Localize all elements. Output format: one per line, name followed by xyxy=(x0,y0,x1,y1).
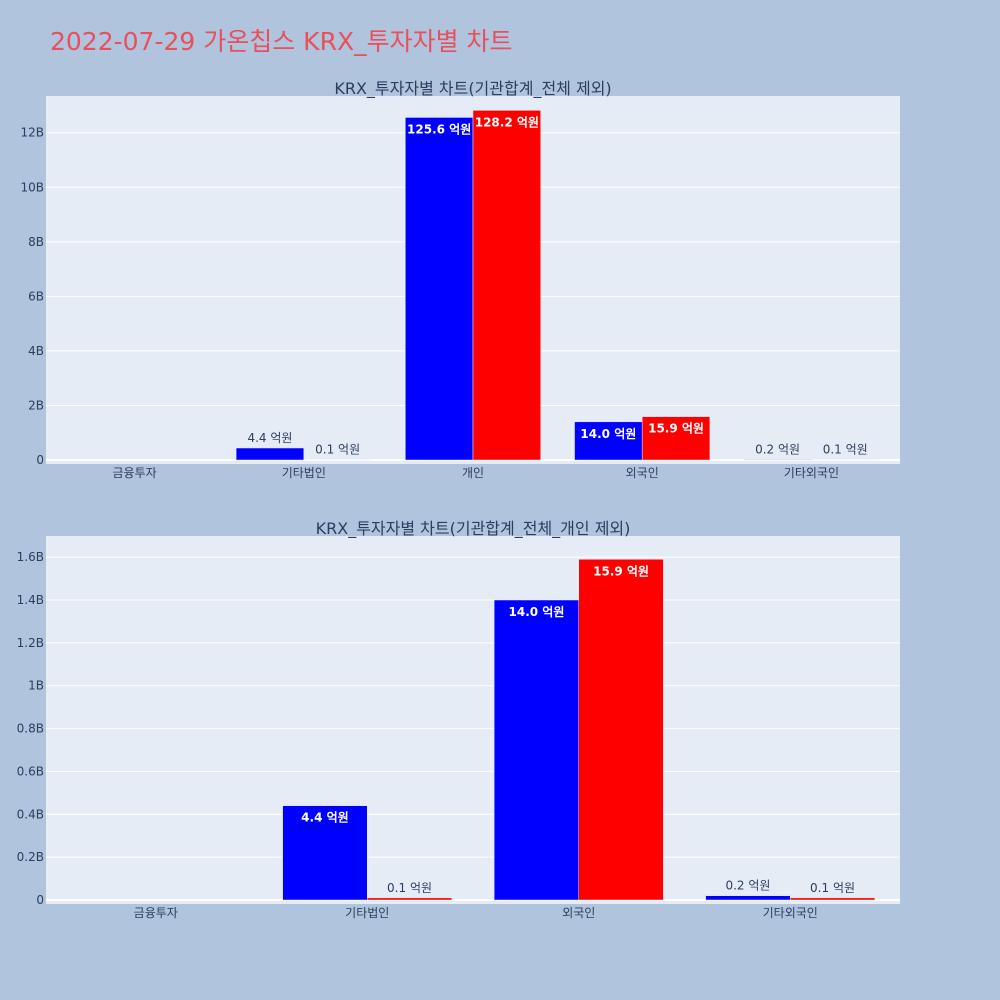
y-tick-label: 1.2B xyxy=(17,636,44,650)
x-tick-label: 기타외국인 xyxy=(784,466,839,480)
bar xyxy=(578,559,664,901)
x-tick-label: 기타외국인 xyxy=(763,906,818,920)
x-tick-label: 기타법인 xyxy=(345,906,389,920)
x-tick-label: 금융투자 xyxy=(113,466,157,480)
data-label: 15.9 억원 xyxy=(593,564,649,578)
data-label: 0.2 억원 xyxy=(725,879,770,893)
data-label: 128.2 억원 xyxy=(475,115,539,129)
y-tick-label: 12B xyxy=(20,126,44,140)
data-label: 14.0 억원 xyxy=(580,427,636,441)
x-tick-label: 개인 xyxy=(462,466,484,480)
data-label: 0.1 억원 xyxy=(823,443,868,457)
data-label: 0.1 억원 xyxy=(315,443,360,457)
data-label: 4.4 억원 xyxy=(247,431,292,445)
bar xyxy=(705,895,791,901)
bar xyxy=(574,421,643,461)
data-label: 15.9 억원 xyxy=(648,422,704,436)
chart-title: KRX_투자자별 차트(기관합계_전체 제외) xyxy=(334,79,611,99)
y-tick-label: 1B xyxy=(28,679,44,693)
data-label: 0.1 억원 xyxy=(387,881,432,895)
bar xyxy=(282,805,368,901)
y-tick-label: 0.8B xyxy=(17,722,44,736)
bar xyxy=(405,117,474,461)
bar xyxy=(743,459,812,461)
y-tick-label: 0.4B xyxy=(17,807,44,821)
y-tick-label: 0 xyxy=(36,453,44,467)
x-tick-label: 금융투자 xyxy=(134,906,178,920)
bar xyxy=(472,110,541,461)
x-tick-label: 외국인 xyxy=(626,466,659,480)
y-tick-label: 0.2B xyxy=(17,850,44,864)
y-tick-label: 1.4B xyxy=(17,593,44,607)
chart-title: KRX_투자자별 차트(기관합계_전체_개인 제외) xyxy=(316,519,631,539)
page-title: 2022-07-29 가온칩스 KRX_투자자별 차트 xyxy=(50,27,513,56)
y-tick-label: 1.6B xyxy=(17,550,44,564)
x-tick-label: 기타법인 xyxy=(282,466,326,480)
y-tick-label: 10B xyxy=(20,180,44,194)
plot-background xyxy=(46,536,900,904)
bar xyxy=(235,447,305,461)
data-label: 14.0 억원 xyxy=(509,605,565,619)
y-tick-label: 0.6B xyxy=(17,764,44,778)
bar xyxy=(367,897,453,901)
y-tick-label: 6B xyxy=(28,289,44,303)
data-label: 4.4 억원 xyxy=(301,811,349,825)
data-label: 125.6 억원 xyxy=(407,122,471,136)
y-tick-label: 2B xyxy=(28,398,44,412)
data-label: 0.1 억원 xyxy=(810,881,855,895)
bar xyxy=(790,897,876,901)
data-label: 0.2 억원 xyxy=(755,442,800,456)
y-tick-label: 4B xyxy=(28,344,44,358)
y-tick-label: 0 xyxy=(36,893,44,907)
x-tick-label: 외국인 xyxy=(562,906,595,920)
bar xyxy=(493,599,579,901)
y-tick-label: 8B xyxy=(28,235,44,249)
bar xyxy=(641,416,711,461)
